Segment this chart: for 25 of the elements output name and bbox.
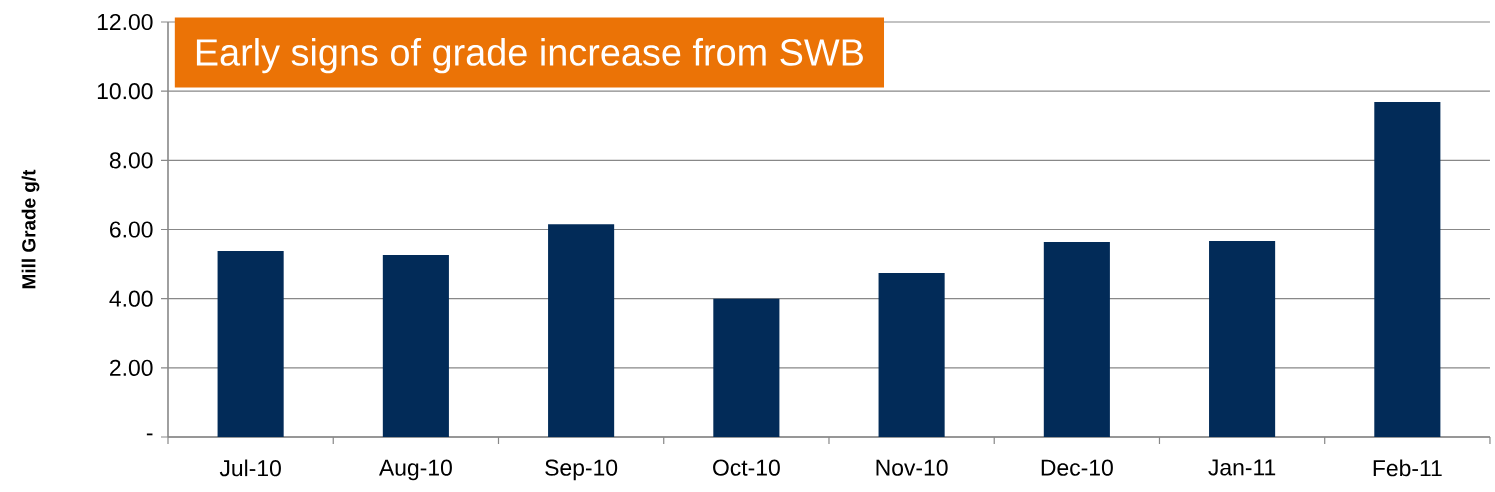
bar <box>1209 240 1276 437</box>
y-tick-label: 6.00 <box>110 221 153 238</box>
y-tick-label: 8.00 <box>109 152 153 169</box>
chart-title: Early signs of grade increase from SWB <box>196 38 863 74</box>
x-tick-label: Jul-10 <box>219 459 281 477</box>
x-tick-label: Nov-10 <box>876 459 948 476</box>
x-tick-label: Sep-10 <box>545 459 618 481</box>
bar <box>548 224 615 437</box>
bar <box>713 298 780 437</box>
x-tick-label: Oct-10 <box>713 459 780 476</box>
bar <box>1374 101 1441 437</box>
x-tick-label: Feb-11 <box>1373 459 1442 477</box>
y-tick-label: 2.00 <box>110 359 153 376</box>
x-tick-label: Jan-11 <box>1208 459 1276 476</box>
bar <box>878 273 945 437</box>
x-tick-label: Aug-10 <box>378 459 452 481</box>
y-tick-label: - <box>146 433 153 436</box>
y-tick-label: 4.00 <box>109 290 153 307</box>
y-axis-title: Mill Grade g/t <box>21 169 40 289</box>
bar <box>1043 241 1110 437</box>
y-tick-label: 10.00 <box>97 83 153 100</box>
x-tick-label: Dec-10 <box>1041 459 1113 476</box>
bar <box>382 255 449 437</box>
bar <box>217 250 284 437</box>
y-tick-label: 12.00 <box>97 13 153 31</box>
